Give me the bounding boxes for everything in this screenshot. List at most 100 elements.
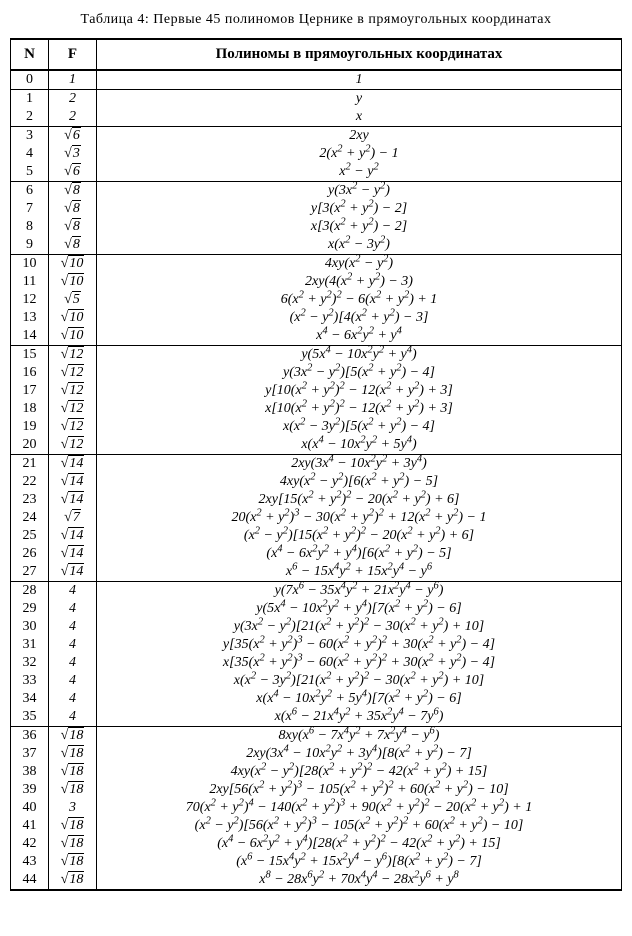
cell-n: 14 xyxy=(11,327,49,346)
cell-poly: y(3x2 − y2)[21(x2 + y2)2 − 30(x2 + y2) +… xyxy=(97,618,622,636)
table-row: 10√104xy(x2 − y2) xyxy=(11,255,622,274)
cell-f: √6 xyxy=(49,163,97,182)
cell-n: 19 xyxy=(11,418,49,436)
cell-f: √7 xyxy=(49,509,97,527)
cell-poly: y(5x4 − 10x2y2 + y4)[7(x2 + y2) − 6] xyxy=(97,600,622,618)
table-row: 22√144xy(x2 − y2)[6(x2 + y2) − 5] xyxy=(11,473,622,491)
table-row: 12√56(x2 + y2)2 − 6(x2 + y2) + 1 xyxy=(11,291,622,309)
cell-poly: 1 xyxy=(97,70,622,90)
cell-n: 37 xyxy=(11,745,49,763)
cell-n: 28 xyxy=(11,582,49,601)
cell-poly: (x4 − 6x2y2 + y4)[6(x2 + y2) − 5] xyxy=(97,545,622,563)
cell-poly: x xyxy=(97,108,622,127)
cell-poly: 70(x2 + y2)4 − 140(x2 + y2)3 + 90(x2 + y… xyxy=(97,799,622,817)
table-row: 324x[35(x2 + y2)3 − 60(x2 + y2)2 + 30(x2… xyxy=(11,654,622,672)
cell-f: 3 xyxy=(49,799,97,817)
table-row: 27√14x6 − 15x4y2 + 15x2y4 − y6 xyxy=(11,563,622,582)
zernike-table: N F Полиномы в прямоугольных координатах… xyxy=(10,38,622,891)
cell-f: √8 xyxy=(49,236,97,255)
cell-n: 4 xyxy=(11,145,49,163)
cell-f: 4 xyxy=(49,600,97,618)
table-caption: Таблица 4: Первые 45 полиномов Цернике в… xyxy=(10,12,622,28)
table-row: 41√18(x2 − y2)[56(x2 + y2)3 − 105(x2 + y… xyxy=(11,817,622,835)
table-row: 24√720(x2 + y2)3 − 30(x2 + y2)2 + 12(x2 … xyxy=(11,509,622,527)
cell-poly: 2xy(3x4 − 10x2y2 + 3y4) xyxy=(97,455,622,474)
cell-n: 21 xyxy=(11,455,49,474)
cell-n: 29 xyxy=(11,600,49,618)
cell-poly: 2xy(4(x2 + y2) − 3) xyxy=(97,273,622,291)
cell-poly: 8xy(x6 − 7x4y2 + 7x2y4 − y6) xyxy=(97,727,622,746)
cell-n: 20 xyxy=(11,436,49,455)
table-row: 26√14(x4 − 6x2y2 + y4)[6(x2 + y2) − 5] xyxy=(11,545,622,563)
cell-f: √12 xyxy=(49,346,97,365)
cell-f: √18 xyxy=(49,817,97,835)
cell-n: 24 xyxy=(11,509,49,527)
cell-n: 13 xyxy=(11,309,49,327)
cell-f: √18 xyxy=(49,835,97,853)
cell-n: 34 xyxy=(11,690,49,708)
cell-n: 2 xyxy=(11,108,49,127)
cell-n: 40 xyxy=(11,799,49,817)
cell-f: √12 xyxy=(49,436,97,455)
cell-f: 4 xyxy=(49,654,97,672)
cell-n: 12 xyxy=(11,291,49,309)
cell-f: √12 xyxy=(49,364,97,382)
cell-f: √3 xyxy=(49,145,97,163)
cell-n: 26 xyxy=(11,545,49,563)
cell-f: √8 xyxy=(49,200,97,218)
cell-poly: 2xy[56(x2 + y2)3 − 105(x2 + y2)2 + 60(x2… xyxy=(97,781,622,799)
cell-poly: x[10(x2 + y2)2 − 12(x2 + y2) + 3] xyxy=(97,400,622,418)
cell-poly: x[3(x2 + y2) − 2] xyxy=(97,218,622,236)
cell-n: 35 xyxy=(11,708,49,727)
cell-n: 8 xyxy=(11,218,49,236)
table-row: 334x(x2 − 3y2)[21(x2 + y2)2 − 30(x2 + y2… xyxy=(11,672,622,690)
cell-poly: (x6 − 15x4y2 + 15x2y4 − y6)[8(x2 + y2) −… xyxy=(97,853,622,871)
cell-poly: y(3x2 − y2) xyxy=(97,182,622,201)
cell-poly: x(x4 − 10x2y2 + 5y4) xyxy=(97,436,622,455)
table-row: 011 xyxy=(11,70,622,90)
cell-f: √14 xyxy=(49,473,97,491)
cell-poly: x(x4 − 10x2y2 + 5y4)[7(x2 + y2) − 6] xyxy=(97,690,622,708)
table-row: 43√18(x6 − 15x4y2 + 15x2y4 − y6)[8(x2 + … xyxy=(11,853,622,871)
cell-f: 4 xyxy=(49,618,97,636)
cell-poly: y(3x2 − y2)[5(x2 + y2) − 4] xyxy=(97,364,622,382)
table-row: 7√8y[3(x2 + y2) − 2] xyxy=(11,200,622,218)
table-row: 36√188xy(x6 − 7x4y2 + 7x2y4 − y6) xyxy=(11,727,622,746)
cell-poly: x(x6 − 21x4y2 + 35x2y4 − 7y6) xyxy=(97,708,622,727)
cell-n: 5 xyxy=(11,163,49,182)
table-row: 5√6x2 − y2 xyxy=(11,163,622,182)
table-row: 314y[35(x2 + y2)3 − 60(x2 + y2)2 + 30(x2… xyxy=(11,636,622,654)
cell-f: √18 xyxy=(49,763,97,781)
cell-n: 15 xyxy=(11,346,49,365)
cell-f: √10 xyxy=(49,327,97,346)
cell-f: √8 xyxy=(49,218,97,236)
cell-f: √12 xyxy=(49,400,97,418)
cell-f: √10 xyxy=(49,309,97,327)
table-row: 40370(x2 + y2)4 − 140(x2 + y2)3 + 90(x2 … xyxy=(11,799,622,817)
cell-poly: 2xy(3x4 − 10x2y2 + 3y4)[8(x2 + y2) − 7] xyxy=(97,745,622,763)
cell-f: √14 xyxy=(49,491,97,509)
cell-f: √10 xyxy=(49,273,97,291)
cell-f: 4 xyxy=(49,582,97,601)
cell-poly: x(x2 − 3y2)[5(x2 + y2) − 4] xyxy=(97,418,622,436)
header-f: F xyxy=(49,39,97,70)
cell-n: 10 xyxy=(11,255,49,274)
cell-n: 33 xyxy=(11,672,49,690)
cell-n: 39 xyxy=(11,781,49,799)
table-row: 3√62xy xyxy=(11,127,622,146)
table-row: 344x(x4 − 10x2y2 + 5y4)[7(x2 + y2) − 6] xyxy=(11,690,622,708)
cell-f: √14 xyxy=(49,545,97,563)
cell-f: √8 xyxy=(49,182,97,201)
header-row: N F Полиномы в прямоугольных координатах xyxy=(11,39,622,70)
table-row: 284y(7x6 − 35x4y2 + 21x2y4 − y6) xyxy=(11,582,622,601)
table-row: 19√12x(x2 − 3y2)[5(x2 + y2) − 4] xyxy=(11,418,622,436)
cell-poly: x[35(x2 + y2)3 − 60(x2 + y2)2 + 30(x2 + … xyxy=(97,654,622,672)
cell-poly: y xyxy=(97,90,622,109)
cell-n: 9 xyxy=(11,236,49,255)
header-n: N xyxy=(11,39,49,70)
table-row: 18√12x[10(x2 + y2)2 − 12(x2 + y2) + 3] xyxy=(11,400,622,418)
cell-f: √5 xyxy=(49,291,97,309)
cell-poly: 2(x2 + y2) − 1 xyxy=(97,145,622,163)
cell-n: 3 xyxy=(11,127,49,146)
cell-poly: (x2 − y2)[15(x2 + y2)2 − 20(x2 + y2) + 6… xyxy=(97,527,622,545)
